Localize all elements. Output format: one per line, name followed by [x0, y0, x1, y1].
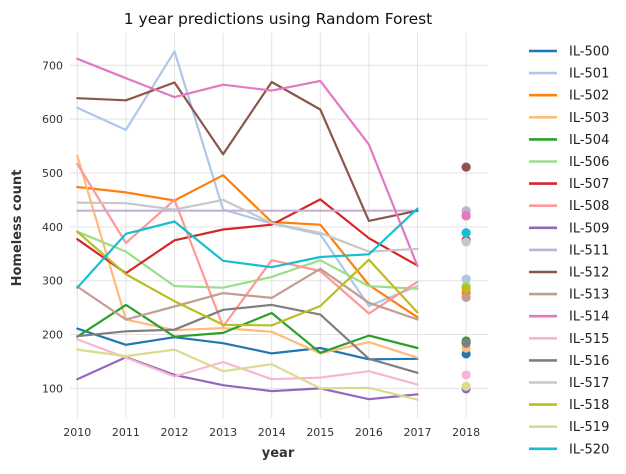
- chart-title: 1 year predictions using Random Forest: [124, 10, 433, 28]
- prediction-point-il-512: [461, 162, 471, 172]
- legend-label-il-502: IL-502: [569, 89, 609, 104]
- series-line-il-516: [76, 303, 419, 374]
- prediction-point-il-514: [461, 210, 471, 221]
- series-line-il-517: [76, 198, 419, 253]
- y-tick-label: 200: [42, 329, 63, 342]
- x-axis-label: year: [262, 446, 295, 461]
- x-tick-label: 2015: [306, 426, 334, 439]
- prediction-point-il-517: [461, 237, 471, 247]
- x-tick-label: 2010: [63, 426, 91, 439]
- series-line-il-507: [76, 198, 419, 275]
- x-tick-label: 2012: [161, 426, 189, 439]
- series-line-il-520: [76, 207, 419, 289]
- prediction-points: [461, 162, 471, 394]
- series-line-il-500: [76, 327, 419, 361]
- x-tick-label: 2018: [452, 426, 480, 439]
- series-line-il-501: [76, 50, 419, 308]
- series-line-il-506: [76, 230, 419, 290]
- legend-label-il-515: IL-515: [569, 332, 609, 347]
- legend-label-il-507: IL-507: [569, 177, 609, 192]
- y-tick-label: 700: [42, 59, 63, 72]
- series-lines: [76, 50, 419, 401]
- legend-label-il-518: IL-518: [569, 398, 609, 413]
- series-line-il-515: [76, 338, 419, 386]
- legend-label-il-516: IL-516: [569, 354, 609, 369]
- legend-label-il-508: IL-508: [569, 199, 609, 214]
- prediction-point-il-513: [461, 292, 471, 302]
- y-axis-label: Homeless count: [10, 170, 25, 287]
- series-line-il-503: [76, 154, 419, 359]
- y-tick-label: 300: [42, 275, 63, 288]
- legend-label-il-509: IL-509: [569, 221, 609, 236]
- series-line-il-518: [76, 230, 419, 327]
- series-line-il-519: [76, 348, 419, 401]
- x-tick-label: 2016: [355, 426, 383, 439]
- x-tick-label: 2013: [209, 426, 237, 439]
- series-line-il-513: [76, 267, 419, 321]
- legend-label-il-511: IL-511: [569, 243, 609, 258]
- tick-labels: 2010 2011 2012 2013 2014 2015 2016 2017 2018 100 2…: [42, 59, 480, 439]
- prediction-point-il-518: [461, 283, 471, 293]
- legend-label-il-501: IL-501: [569, 67, 609, 82]
- prediction-point-il-501: [461, 274, 471, 284]
- x-tick-label: 2017: [404, 426, 432, 439]
- legend-label-il-512: IL-512: [569, 266, 609, 281]
- x-tick-label: 2011: [112, 426, 140, 439]
- legend-label-il-517: IL-517: [569, 376, 609, 391]
- y-tick-label: 100: [42, 382, 63, 395]
- y-tick-label: 500: [42, 167, 63, 180]
- legend-label-il-504: IL-504: [569, 133, 609, 148]
- series-line-il-504: [76, 303, 419, 354]
- series-line-il-514: [76, 57, 419, 268]
- prediction-point-il-516: [461, 338, 471, 348]
- prediction-point-il-515: [461, 370, 471, 380]
- series-line-il-512: [76, 80, 419, 222]
- legend-label-il-520: IL-520: [569, 442, 609, 457]
- legend: IL-500 IL-501 IL-502 IL-503 IL-504 IL-506 IL-5…: [529, 45, 609, 457]
- x-tick-label: 2014: [258, 426, 286, 439]
- series-line-il-502: [76, 174, 419, 319]
- series-line-il-508: [76, 162, 419, 328]
- legend-label-il-506: IL-506: [569, 155, 609, 170]
- legend-label-il-514: IL-514: [569, 310, 609, 325]
- legend-label-il-513: IL-513: [569, 288, 609, 303]
- prediction-point-il-519: [461, 381, 471, 391]
- y-tick-label: 600: [42, 113, 63, 126]
- prediction-point-il-520: [461, 228, 471, 238]
- legend-label-il-500: IL-500: [569, 45, 609, 60]
- legend-label-il-503: IL-503: [569, 111, 609, 126]
- legend-label-il-519: IL-519: [569, 420, 609, 435]
- y-tick-label: 400: [42, 221, 63, 234]
